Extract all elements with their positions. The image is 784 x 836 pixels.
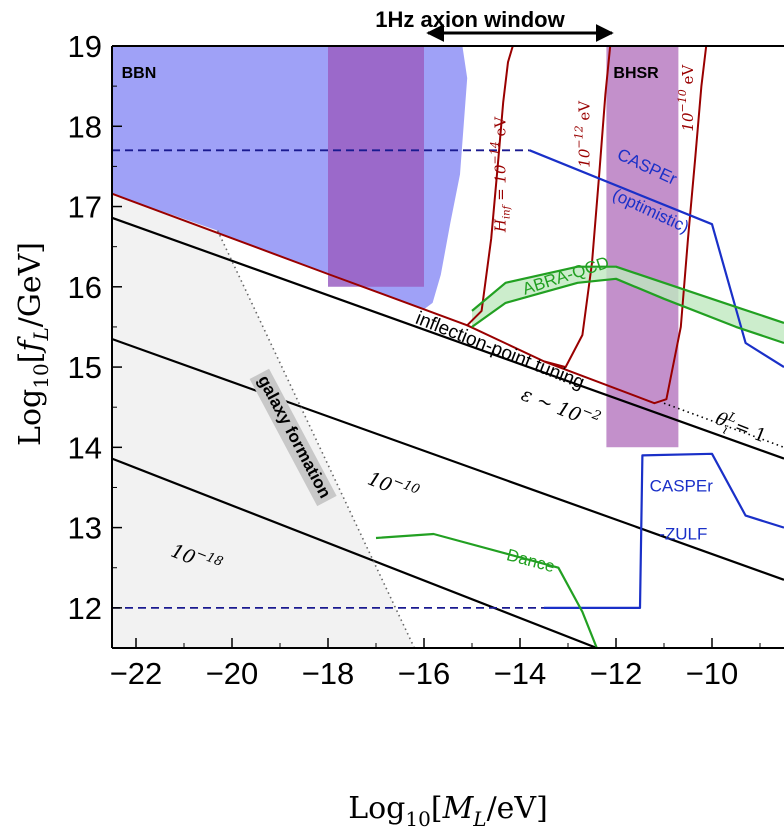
annotation-13-10: 10−10 eV <box>676 64 697 132</box>
series-10-14-ev <box>112 46 514 327</box>
series-10-18 <box>112 457 598 648</box>
annotation-9-zulf: -ZULF <box>659 525 707 544</box>
y-tick-label: 17 <box>68 190 102 225</box>
y-tick-label: 19 <box>68 29 102 64</box>
annotation-0-inflection-point-tuning: inflection-point tuning <box>413 308 588 394</box>
x-tick-label: −22 <box>110 656 163 691</box>
x-axis-label: Log10[ML/eV] <box>348 791 548 831</box>
x-tick-label: −10 <box>686 656 739 691</box>
series-10-10 <box>112 337 784 581</box>
series-10-12-ev <box>466 46 612 369</box>
x-tick-label: −16 <box>398 656 451 691</box>
series-i-l-1 <box>663 402 784 449</box>
y-tick-label: 16 <box>68 270 102 305</box>
chart-title: 1Hz axion window <box>375 7 565 32</box>
series-abra-qcd-lower <box>471 277 784 345</box>
abra-qcd-band <box>472 266 784 343</box>
annotation-8-casper: CASPEr <box>650 476 714 495</box>
region-label-bhsr: BHSR <box>613 65 659 82</box>
x-tick-label: −20 <box>206 656 259 691</box>
y-tick-label: 15 <box>68 350 102 385</box>
series-casper-zulf <box>544 452 784 609</box>
x-tick-label: −14 <box>494 656 547 691</box>
y-tick-label: 13 <box>68 511 102 546</box>
y-tick-label: 14 <box>68 430 102 465</box>
annotation-11-h: Hinf = 10−14 eV <box>489 116 513 234</box>
series-galaxy-formation-edge <box>216 230 416 648</box>
region-label-bbn: BBN <box>122 65 157 82</box>
y-tick-label: 12 <box>68 591 102 626</box>
annotation-10-dance: Dance <box>505 545 557 576</box>
region-bhsr <box>606 46 679 448</box>
series-inflection-point-tuning-10-2 <box>112 216 784 460</box>
x-tick-label: −18 <box>302 656 355 691</box>
region-window-band <box>328 46 424 287</box>
region-galaxy-formation <box>112 193 415 648</box>
annotation-12-10: 10−12 eV <box>573 100 594 168</box>
series-10-10-ev <box>543 46 708 405</box>
annotation-2-10: 10−10 <box>365 465 422 507</box>
y-axis-label: Log10[fL/GeV] <box>13 242 53 446</box>
series-abra-qcd-upper <box>471 265 784 324</box>
y-tick-label: 18 <box>68 109 102 144</box>
x-tick-label: −12 <box>590 656 643 691</box>
series-dance <box>375 532 598 648</box>
series-casper-optimistic <box>529 149 784 369</box>
